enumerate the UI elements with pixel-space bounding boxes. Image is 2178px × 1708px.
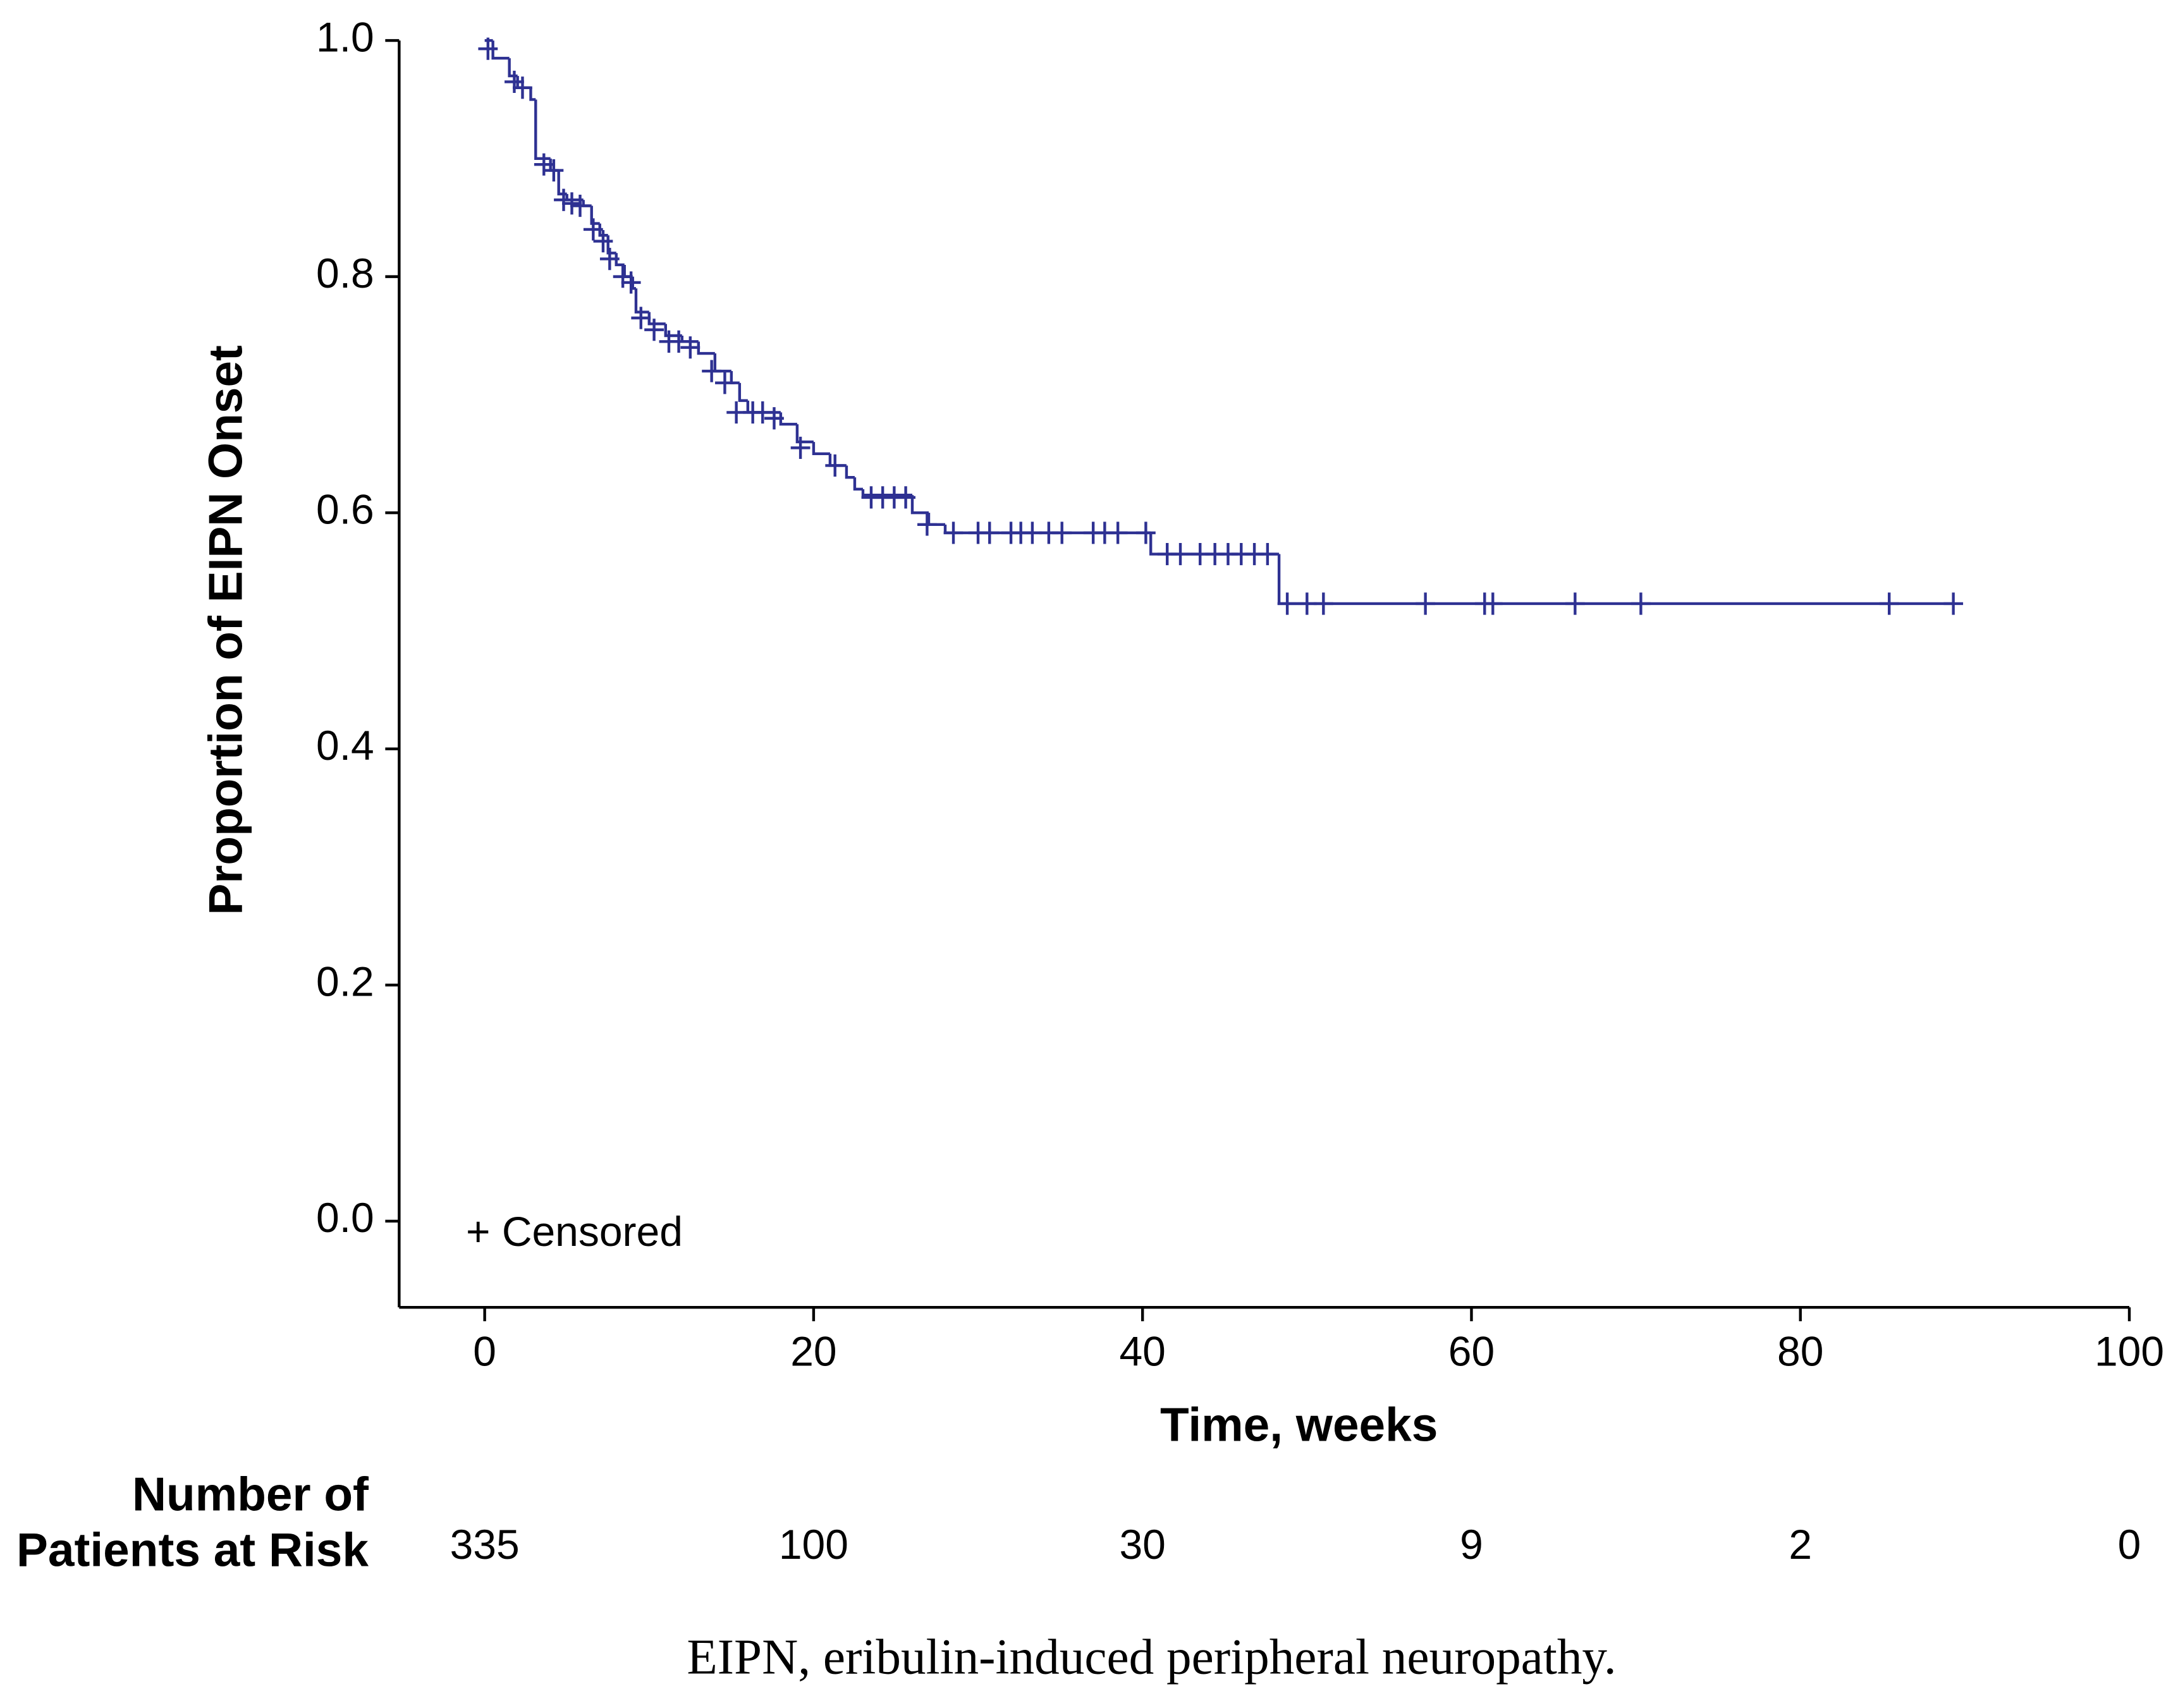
km-step — [697, 341, 715, 355]
censor-mark — [752, 401, 773, 424]
km-step — [634, 288, 649, 314]
x-tick-label: 100 — [2095, 1327, 2164, 1374]
censor-mark — [979, 522, 1000, 544]
censor-mark — [1565, 592, 1585, 615]
censor-mark — [1313, 592, 1333, 615]
censor-mark — [1879, 592, 1899, 615]
censor-mark — [1052, 522, 1072, 544]
risk-count: 2 — [1789, 1521, 1812, 1568]
censor-mark — [570, 194, 590, 217]
km-step — [598, 223, 608, 237]
risk-label: Number of — [132, 1467, 369, 1520]
km-step — [491, 40, 510, 60]
x-tick-label: 0 — [473, 1327, 496, 1374]
km-step — [631, 276, 636, 290]
km-step — [779, 412, 797, 426]
censor-mark — [505, 70, 524, 94]
x-axis-title: Time, weeks — [1160, 1398, 1438, 1451]
y-tick-label: 0.0 — [316, 1194, 374, 1241]
censor-mark — [1483, 592, 1503, 615]
censor-mark — [534, 153, 554, 176]
censor-mark — [599, 248, 620, 271]
censor-mark — [1108, 522, 1128, 544]
censor-mark — [621, 271, 641, 294]
risk-label: Patients at Risk — [16, 1523, 369, 1576]
annotation: + Censored — [466, 1208, 683, 1255]
km-step — [1277, 554, 1954, 606]
km-step — [738, 382, 748, 402]
censor-mark — [544, 159, 564, 182]
km-step — [730, 371, 740, 384]
censor-mark — [1416, 592, 1436, 615]
x-tick-label: 40 — [1119, 1327, 1165, 1374]
censor-mark — [562, 192, 582, 215]
censor-mark — [790, 436, 811, 460]
censor-mark — [1297, 592, 1317, 615]
censor-mark — [896, 486, 915, 509]
y-axis-title: Proportion of EIPN Onset — [199, 345, 252, 915]
censor-mark — [1170, 542, 1190, 566]
censor-mark — [583, 218, 603, 241]
km-step — [828, 453, 847, 467]
censor-mark — [943, 522, 964, 544]
y-tick-label: 0.4 — [316, 722, 374, 769]
km-step — [853, 477, 863, 491]
x-tick-label: 80 — [1777, 1327, 1823, 1374]
risk-count: 0 — [2118, 1521, 2141, 1568]
km-step — [845, 465, 855, 479]
risk-count: 100 — [779, 1521, 848, 1568]
censor-mark — [1630, 592, 1651, 615]
km-step — [647, 312, 666, 326]
y-tick-label: 1.0 — [316, 14, 374, 61]
risk-count: 335 — [450, 1521, 520, 1568]
censor-mark — [669, 330, 688, 353]
km-step — [664, 324, 682, 338]
km-step — [713, 353, 731, 373]
censor-mark — [715, 372, 735, 394]
km-step — [927, 513, 946, 527]
y-tick-label: 0.8 — [316, 250, 374, 296]
censor-mark — [554, 188, 573, 211]
censor-mark — [1943, 592, 1964, 615]
censor-mark — [613, 265, 633, 288]
censor-mark — [1257, 542, 1278, 566]
risk-count: 30 — [1119, 1521, 1165, 1568]
censor-mark — [513, 76, 532, 99]
km-step — [615, 253, 625, 267]
x-tick-label: 60 — [1448, 1327, 1495, 1374]
censor-mark — [593, 229, 613, 253]
km-step — [910, 495, 929, 515]
censor-mark — [644, 319, 664, 341]
censor-mark — [631, 307, 651, 329]
censor-mark — [764, 407, 784, 430]
censor-mark — [1022, 522, 1043, 544]
km-step — [861, 489, 912, 497]
km-step — [529, 87, 536, 101]
km-step — [590, 205, 600, 225]
censor-mark — [825, 454, 845, 477]
censor-mark — [1135, 522, 1156, 544]
km-step — [812, 442, 830, 455]
caption: EIPN, eribulin-induced peripheral neurop… — [687, 1629, 1616, 1685]
censor-mark — [726, 401, 747, 424]
y-tick-label: 0.2 — [316, 958, 374, 1005]
censor-mark — [1277, 592, 1297, 615]
km-step — [795, 424, 814, 444]
x-tick-label: 20 — [790, 1327, 836, 1374]
km-step — [534, 99, 551, 161]
censor-mark — [917, 513, 937, 536]
censor-mark — [702, 360, 722, 382]
y-tick-label: 0.6 — [316, 486, 374, 533]
censor-mark — [478, 37, 498, 60]
censor-mark — [680, 336, 701, 359]
risk-count: 9 — [1460, 1521, 1483, 1568]
